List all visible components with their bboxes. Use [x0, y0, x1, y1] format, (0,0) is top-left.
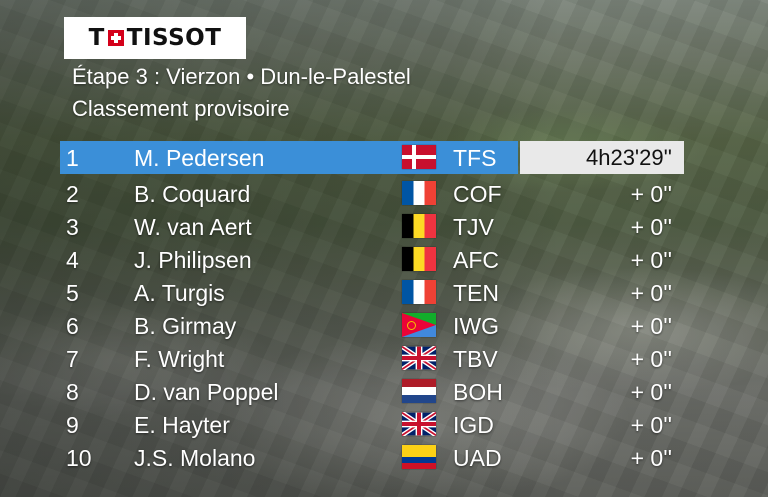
- team-code: TJV: [453, 214, 494, 240]
- standings-row: 4 J. Philipsen AFC + 0'': [60, 243, 684, 274]
- denmark-flag-icon: [402, 145, 436, 169]
- rider-name: E. Hayter: [134, 412, 230, 438]
- team-code: AFC: [453, 247, 499, 273]
- logo-wordmark: TISSOT: [126, 25, 222, 51]
- position: 7: [66, 346, 79, 372]
- time-gap: + 0'': [630, 214, 672, 240]
- logo-letter: T: [88, 25, 105, 51]
- overlay-shade: [0, 0, 560, 497]
- position: 9: [66, 412, 79, 438]
- united-kingdom-flag-icon: [402, 346, 436, 370]
- team-code: IWG: [453, 313, 499, 339]
- rider-name: B. Coquard: [134, 181, 251, 207]
- rider-name: J. Philipsen: [134, 247, 252, 273]
- stage-title: Étape 3 : Vierzon • Dun-le-Palestel: [72, 64, 411, 89]
- swiss-cross-icon: [107, 30, 124, 46]
- netherlands-flag-icon: [402, 379, 436, 403]
- team-code: BOH: [453, 379, 503, 405]
- time-gap: + 0'': [630, 313, 672, 339]
- team-code: TEN: [453, 280, 499, 306]
- time-gap: + 0'': [630, 247, 672, 273]
- tissot-logo: T TISSOT: [64, 17, 246, 59]
- position: 8: [66, 379, 79, 405]
- rider-name: D. van Poppel: [134, 379, 279, 405]
- time-gap: + 0'': [630, 280, 672, 306]
- leader-highlight-bar: [60, 141, 518, 174]
- team-code: COF: [453, 181, 502, 207]
- time-gap: + 0'': [630, 445, 672, 471]
- standings-row: 9 E. Hayter IGD + 0'': [60, 408, 684, 439]
- position: 5: [66, 280, 79, 306]
- position: 4: [66, 247, 79, 273]
- belgium-flag-icon: [402, 247, 436, 271]
- standings-row-leader: 1 M. Pedersen TFS 4h23'29'': [60, 141, 684, 174]
- time-gap: + 0'': [630, 181, 672, 207]
- belgium-flag-icon: [402, 214, 436, 238]
- position: 1: [66, 145, 79, 171]
- rider-name: M. Pedersen: [134, 145, 265, 171]
- time-gap: + 0'': [630, 412, 672, 438]
- rider-name: F. Wright: [134, 346, 225, 372]
- standings-row: 3 W. van Aert TJV + 0'': [60, 210, 684, 241]
- standings-row: 6 B. Girmay IWG + 0'': [60, 309, 684, 340]
- time-gap: + 0'': [630, 379, 672, 405]
- rider-name: W. van Aert: [134, 214, 252, 240]
- team-code: TFS: [453, 145, 497, 171]
- rider-name: B. Girmay: [134, 313, 237, 339]
- team-code: IGD: [453, 412, 494, 438]
- standings-row: 10 J.S. Molano UAD + 0'': [60, 441, 684, 472]
- position: 6: [66, 313, 79, 339]
- standings-row: 8 D. van Poppel BOH + 0'': [60, 375, 684, 406]
- leader-time: 4h23'29'': [585, 145, 672, 170]
- standings-row: 5 A. Turgis TEN + 0'': [60, 276, 684, 307]
- team-code: TBV: [453, 346, 498, 372]
- rider-name: J.S. Molano: [134, 445, 256, 471]
- classification-subtitle: Classement provisoire: [72, 96, 290, 121]
- team-code: UAD: [453, 445, 502, 471]
- rider-name: A. Turgis: [134, 280, 225, 306]
- france-flag-icon: [402, 181, 436, 205]
- eritrea-flag-icon: [402, 313, 436, 337]
- time-gap: + 0'': [630, 346, 672, 372]
- france-flag-icon: [402, 280, 436, 304]
- position: 2: [66, 181, 79, 207]
- leader-time-box: [520, 141, 684, 174]
- standings-row: 2 B. Coquard COF + 0'': [60, 177, 684, 208]
- position: 3: [66, 214, 79, 240]
- position: 10: [66, 445, 92, 471]
- colombia-flag-icon: [402, 445, 436, 469]
- standings-row: 7 F. Wright TBV + 0'': [60, 342, 684, 373]
- united-kingdom-flag-icon: [402, 412, 436, 436]
